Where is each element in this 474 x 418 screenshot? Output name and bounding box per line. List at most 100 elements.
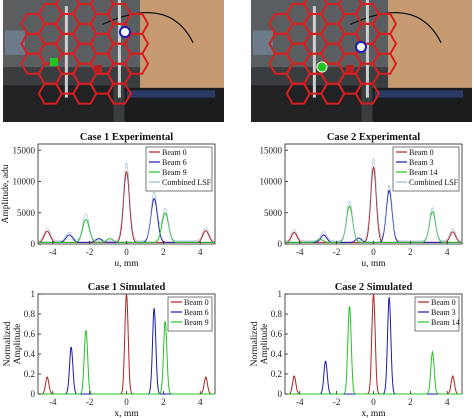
x-tick-label: 2 [408, 247, 413, 257]
legend-label: Beam 0 [184, 298, 209, 307]
green-circle-marker [316, 61, 328, 73]
legend-label: Beam 9 [184, 318, 209, 327]
y-tick-label: 0.2 [24, 369, 35, 379]
legend-label: Beam 3 [431, 308, 456, 317]
x-tick-label: 4 [198, 397, 203, 407]
x-tick-label: 2 [161, 247, 166, 257]
cardboard-panel [140, 0, 224, 104]
legend-label: Beam 14 [409, 168, 438, 177]
x-tick-label: -4 [296, 247, 304, 257]
x-axis-label: u, mm [361, 259, 386, 269]
y-tick-label: 5000 [17, 208, 36, 218]
legend-label: Beam 0 [409, 148, 434, 157]
series-line [284, 157, 463, 242]
legend-box [145, 146, 213, 192]
equipment-panel [126, 90, 216, 98]
legend-label: Beam 6 [162, 158, 187, 167]
optical-bench [3, 85, 114, 122]
x-axis-label: x, mm [361, 409, 386, 418]
optical-bench [251, 85, 362, 122]
chart-title: Case 1 Experimental [80, 132, 173, 143]
x-tick-label: 0 [371, 397, 376, 407]
y-tick-label: 0.2 [271, 369, 282, 379]
legend-label: Combined LSF [409, 178, 459, 187]
y-tick-label: 0 [31, 239, 36, 249]
x-tick-label: -2 [86, 247, 94, 257]
legend-label: Beam 14 [431, 318, 460, 327]
x-tick-label: 2 [408, 397, 413, 407]
y-tick-label: 15000 [260, 145, 283, 155]
x-tick-label: -2 [333, 247, 341, 257]
equipment-panel [374, 90, 464, 98]
y-axis-label: NormalizedAmplitude [250, 321, 270, 366]
y-tick-label: 10000 [13, 177, 36, 187]
y-tick-label: 1 [31, 289, 36, 299]
blue-circle-marker [355, 41, 367, 53]
cardboard-panel [388, 0, 472, 104]
chart-3: Case 1 Simulated -4 -2 0 2 4 0 0.2 0.4 0.6 0.8 1 x, … [3, 282, 216, 418]
x-tick-label: -2 [333, 397, 341, 407]
monitor [5, 30, 25, 55]
monitor [253, 30, 273, 55]
legend-box [414, 296, 460, 332]
series-line [37, 162, 216, 242]
y-tick-label: 0.8 [24, 309, 36, 319]
chart-title: Case 2 Simulated [335, 282, 413, 293]
x-tick-label: -4 [49, 247, 57, 257]
chart-2: Case 2 Experimental -4 -2 0 2 4 0 5000 10000 1500… [260, 132, 463, 269]
support-pole [365, 0, 369, 98]
x-tick-label: 0 [371, 247, 376, 257]
x-tick-label: 4 [198, 247, 203, 257]
y-tick-label: 1 [278, 289, 283, 299]
red-square-marker [346, 65, 354, 73]
x-axis-label: x, mm [114, 409, 139, 418]
cable [350, 12, 442, 43]
y-tick-label: 0.8 [271, 309, 283, 319]
support-pole [64, 6, 68, 98]
legend-box [392, 146, 460, 192]
y-tick-label: 15000 [13, 145, 36, 155]
y-tick-label: 0 [278, 239, 283, 249]
support-pole [117, 0, 121, 98]
chart-title: Case 1 Simulated [88, 282, 166, 293]
legend-label: Beam 6 [184, 308, 209, 317]
green-square-marker [50, 58, 58, 66]
x-axis-label: u, mm [114, 259, 139, 269]
chart-4: Case 2 Simulated -4 -2 0 2 4 0 0.2 0.4 0.6 0.8 1 x, … [250, 282, 463, 418]
y-axis-label: NormalizedAmplitude [3, 321, 23, 366]
hexagon-aperture [354, 82, 380, 105]
y-tick-label: 0.6 [271, 329, 283, 339]
y-tick-label: 10000 [260, 177, 283, 187]
y-tick-label: 0.6 [24, 329, 36, 339]
y-tick-label: 5000 [264, 208, 283, 218]
x-tick-label: -2 [86, 397, 94, 407]
chart-title: Case 2 Experimental [327, 132, 420, 143]
x-tick-label: 2 [161, 397, 166, 407]
hexagon-aperture [123, 52, 150, 75]
legend-label: Beam 9 [162, 168, 187, 177]
legend-label: Beam 0 [431, 298, 456, 307]
hexagon-aperture [106, 82, 132, 105]
y-axis-label: Amplitude, adu [1, 164, 11, 223]
hexagon-aperture [371, 52, 398, 75]
y-tick-label: 0 [278, 389, 283, 399]
lab-photo-case-2 [251, 0, 472, 122]
x-tick-label: -4 [296, 397, 304, 407]
x-tick-label: 4 [445, 397, 450, 407]
support-pole [312, 6, 316, 98]
x-tick-label: 4 [445, 247, 450, 257]
legend-label: Beam 0 [162, 148, 187, 157]
blue-circle-marker [119, 26, 131, 38]
cable [102, 12, 194, 43]
chart-1: Case 1 Experimental -4 -2 0 2 4 0 5000 10000 1500… [1, 132, 216, 269]
lab-photo-case-1 [3, 0, 224, 122]
legend-label: Beam 3 [409, 158, 434, 167]
x-tick-label: 0 [124, 397, 129, 407]
red-square-marker [94, 65, 102, 73]
